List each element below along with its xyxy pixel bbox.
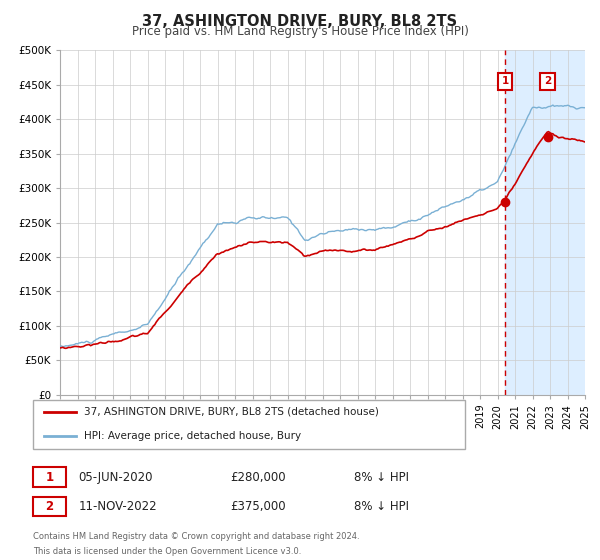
Text: 2: 2 — [46, 500, 53, 514]
Text: 8% ↓ HPI: 8% ↓ HPI — [354, 500, 409, 514]
FancyBboxPatch shape — [33, 468, 66, 487]
Text: This data is licensed under the Open Government Licence v3.0.: This data is licensed under the Open Gov… — [33, 547, 301, 556]
Text: £280,000: £280,000 — [230, 470, 286, 483]
Text: Contains HM Land Registry data © Crown copyright and database right 2024.: Contains HM Land Registry data © Crown c… — [33, 532, 359, 541]
Bar — [505, 50, 585, 395]
Text: 37, ASHINGTON DRIVE, BURY, BL8 2TS: 37, ASHINGTON DRIVE, BURY, BL8 2TS — [142, 14, 458, 29]
Text: 1: 1 — [46, 470, 53, 483]
Text: £375,000: £375,000 — [230, 500, 286, 514]
Text: 05-JUN-2020: 05-JUN-2020 — [79, 470, 153, 483]
Text: 37, ASHINGTON DRIVE, BURY, BL8 2TS (detached house): 37, ASHINGTON DRIVE, BURY, BL8 2TS (deta… — [84, 407, 379, 417]
Text: 8% ↓ HPI: 8% ↓ HPI — [354, 470, 409, 483]
Text: 2: 2 — [544, 76, 551, 86]
FancyBboxPatch shape — [33, 400, 465, 449]
Text: Price paid vs. HM Land Registry's House Price Index (HPI): Price paid vs. HM Land Registry's House … — [131, 25, 469, 38]
Text: 1: 1 — [502, 76, 509, 86]
Text: HPI: Average price, detached house, Bury: HPI: Average price, detached house, Bury — [84, 431, 301, 441]
Text: 11-NOV-2022: 11-NOV-2022 — [79, 500, 157, 514]
FancyBboxPatch shape — [33, 497, 66, 516]
